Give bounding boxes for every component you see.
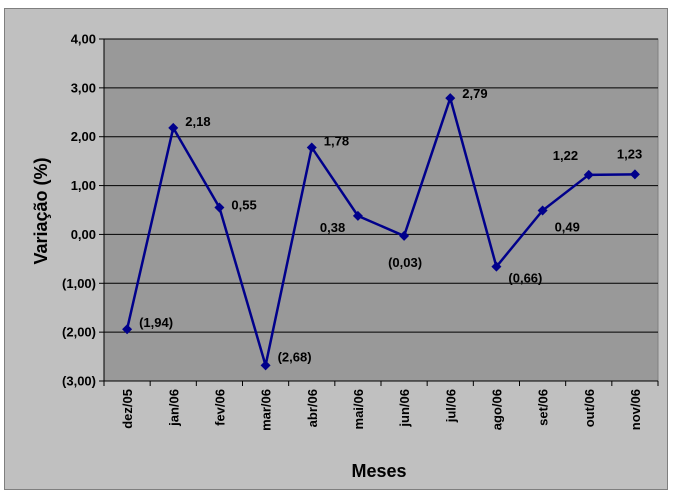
y-tick-label: (2,00) [62, 325, 96, 340]
data-point [306, 142, 317, 153]
data-label: 2,18 [185, 114, 210, 129]
data-label: 1,78 [324, 133, 349, 148]
x-tick-label: jul/06 [443, 389, 458, 423]
gridlines [104, 38, 658, 382]
y-tick-label: (1,00) [62, 276, 96, 291]
data-label: 0,49 [555, 219, 580, 234]
x-tick-label: set/06 [536, 389, 551, 426]
data-point [583, 169, 594, 180]
y-tick-label: (3,00) [62, 374, 96, 389]
data-label: (1,94) [139, 315, 173, 330]
data-point [352, 210, 363, 221]
x-tick-label: jan/06 [166, 389, 181, 427]
data-label: 1,23 [617, 146, 642, 161]
y-axis-title: Variação (%) [31, 157, 51, 264]
data-point [445, 93, 456, 104]
data-point [168, 122, 179, 133]
x-axis-title: Meses [351, 461, 406, 481]
x-tick-label: mai/06 [351, 389, 366, 429]
x-tick-label: jun/06 [397, 389, 412, 428]
data-label: 1,22 [553, 148, 578, 163]
plot-area [103, 38, 659, 382]
data-point [537, 205, 548, 216]
x-tick-label: dez/05 [120, 389, 135, 429]
data-label: (0,03) [388, 255, 422, 270]
x-tick-label: fev/06 [212, 389, 227, 426]
x-tick-label: ago/06 [489, 389, 504, 430]
data-label: 0,55 [231, 198, 256, 213]
y-axis: 4,00 3,00 2,00 1,00 0,00 (1,00) (2,00) (3,00) [62, 32, 105, 389]
data-label: 0,38 [320, 220, 345, 235]
y-tick-label: 4,00 [71, 32, 96, 47]
data-label: (0,66) [508, 271, 542, 286]
data-label: 2,79 [462, 86, 487, 101]
data-point [260, 360, 271, 371]
data-point [491, 261, 502, 272]
data-point [399, 230, 410, 241]
data-labels: (1,94) 2,18 0,55 (2,68) 1,78 0,38 (0,03) 2,79 (0… [139, 86, 642, 364]
y-tick-label: 2,00 [71, 129, 96, 144]
data-markers [122, 93, 640, 371]
x-axis: dez/05 jan/06 fev/06 mar/06 abr/06 mai/06 jun/… [103, 380, 659, 431]
y-tick-label: 1,00 [71, 178, 96, 193]
data-point [629, 169, 640, 180]
series-line [125, 93, 635, 366]
y-tick-label: 0,00 [71, 227, 96, 242]
data-point [122, 324, 133, 335]
x-tick-label: mar/06 [259, 389, 274, 431]
y-tick-label: 3,00 [71, 80, 96, 95]
data-label: (2,68) [278, 349, 312, 364]
x-tick-label: abr/06 [305, 389, 320, 427]
data-point [214, 202, 225, 213]
x-tick-label: out/06 [582, 389, 597, 427]
x-tick-label: nov/06 [628, 389, 643, 430]
